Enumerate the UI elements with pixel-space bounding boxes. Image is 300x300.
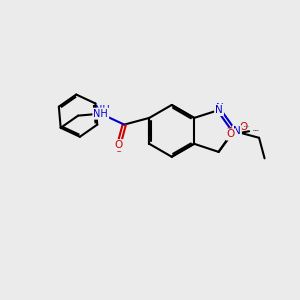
Text: O: O bbox=[226, 128, 234, 137]
Text: methoxy: methoxy bbox=[244, 126, 250, 127]
Text: methoxy: methoxy bbox=[253, 130, 259, 131]
Text: methyl: methyl bbox=[254, 130, 259, 131]
Text: O: O bbox=[115, 140, 123, 150]
Text: O: O bbox=[226, 130, 235, 140]
Text: N: N bbox=[215, 105, 223, 115]
Text: NH: NH bbox=[93, 109, 108, 119]
Text: NH: NH bbox=[94, 104, 109, 115]
Text: O: O bbox=[114, 144, 122, 154]
Text: N: N bbox=[216, 103, 224, 112]
Text: O: O bbox=[239, 122, 247, 132]
Text: N: N bbox=[236, 126, 243, 136]
Text: N: N bbox=[233, 126, 241, 136]
